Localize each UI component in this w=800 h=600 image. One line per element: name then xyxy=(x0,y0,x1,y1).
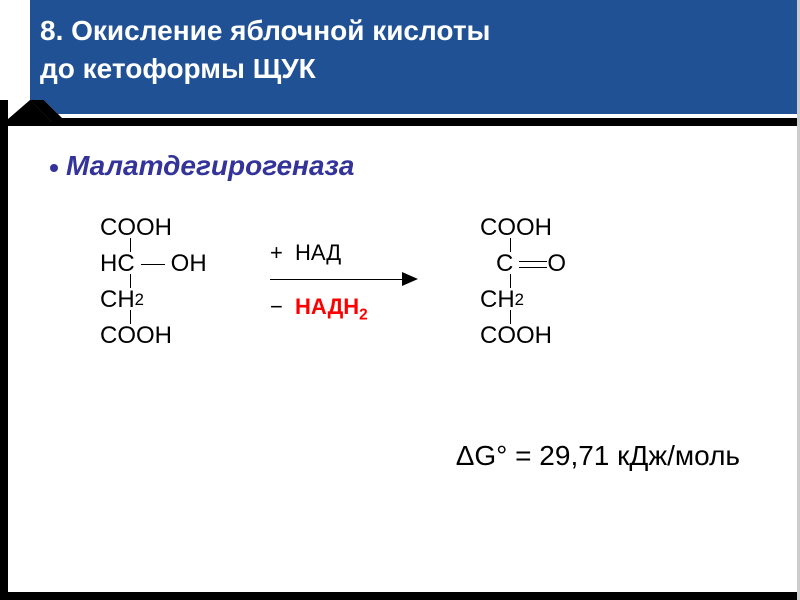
header-left-notch xyxy=(0,0,30,100)
reactant-line4: COOH xyxy=(100,318,207,354)
title-line-2: до кетоформы ЩУК xyxy=(40,53,316,84)
nadh-text: НАДН xyxy=(295,294,359,319)
reactant-line3: CH2 xyxy=(100,282,207,318)
cofactor-out: − НАДН2 xyxy=(270,294,450,324)
cofactor-in: + НАД xyxy=(270,240,450,266)
bond-vertical-icon xyxy=(510,274,511,288)
reactant-ch-sub: 2 xyxy=(135,287,144,312)
product-molecule: COOH C O CH2 COOH xyxy=(480,210,566,354)
slide-title: 8. Окисление яблочной кислоты до кетофор… xyxy=(40,12,490,88)
delta-g-value: ΔG° = 29,71 кДж/моль xyxy=(456,440,740,472)
left-border xyxy=(0,126,8,600)
reactant-molecule: COOH HC OH CH2 COOH xyxy=(100,210,207,354)
bond-vertical-icon xyxy=(130,238,131,252)
slide-header: 8. Окисление яблочной кислоты до кетофор… xyxy=(0,0,800,126)
plus-sign: + xyxy=(270,240,283,265)
product-o: O xyxy=(547,246,566,282)
bond-vertical-icon xyxy=(130,274,131,288)
product-line2: C O xyxy=(480,246,566,282)
product-ch-sub: 2 xyxy=(515,287,524,312)
double-bond-icon xyxy=(519,259,547,269)
arrow-area: + НАД − НАДН2 xyxy=(270,240,450,324)
nadh-label: НАДН2 xyxy=(295,294,368,319)
product-line1: COOH xyxy=(480,210,566,246)
nad-label: НАД xyxy=(295,240,341,265)
bond-vertical-icon xyxy=(510,238,511,252)
slide: 8. Окисление яблочной кислоты до кетофор… xyxy=(0,0,800,600)
enzyme-row: Малатдегирогеназа xyxy=(50,150,750,182)
header-accent-bar xyxy=(0,100,800,126)
bond-vertical-icon xyxy=(130,310,131,324)
product-line3: CH2 xyxy=(480,282,566,318)
single-bond-icon xyxy=(141,264,165,265)
reaction-arrow xyxy=(270,270,450,290)
reaction-diagram: COOH HC OH CH2 COOH + НАД xyxy=(80,210,750,430)
arrow-head-icon xyxy=(402,272,418,286)
minus-sign: − xyxy=(270,294,283,319)
enzyme-name: Малатдегирогеназа xyxy=(66,150,354,182)
bullet-icon xyxy=(50,164,58,172)
product-line4: COOH xyxy=(480,318,566,354)
reactant-line1: COOH xyxy=(100,210,207,246)
title-line-1: 8. Окисление яблочной кислоты xyxy=(40,15,490,46)
reactant-line2: HC OH xyxy=(100,246,207,282)
reactant-oh: OH xyxy=(171,246,207,282)
bond-vertical-icon xyxy=(510,310,511,324)
arrow-line-icon xyxy=(270,279,410,280)
content-area: Малатдегирогеназа COOH HC OH CH2 COOH xyxy=(50,150,750,430)
bottom-border xyxy=(0,592,800,600)
nadh-sub: 2 xyxy=(359,306,368,323)
